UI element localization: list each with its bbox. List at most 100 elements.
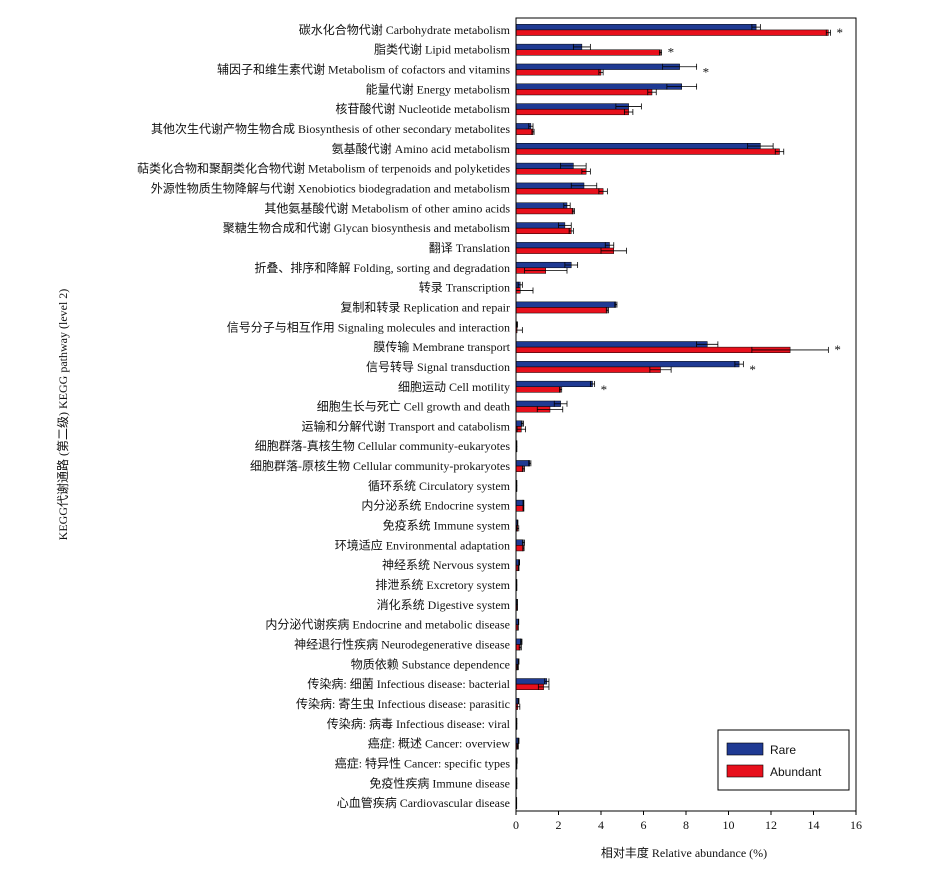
x-tick-label: 16 bbox=[850, 818, 862, 832]
category-labels-layer: 碳水化合物代谢 Carbohydrate metabolism * 脂类代谢 Lip… bbox=[137, 22, 843, 810]
bar-abundant bbox=[515, 505, 524, 512]
category-label: 癌症: 概述 Cancer: overview bbox=[368, 736, 511, 751]
bar-rare bbox=[515, 24, 757, 31]
category-label: 传染病: 寄生虫 Infectious disease: parasitic bbox=[296, 696, 510, 711]
category-label: 神经退行性疾病 Neurodegenerative disease bbox=[294, 636, 510, 651]
category-label: 脂类代谢 Lipid metabolism bbox=[374, 42, 511, 57]
bar-abundant bbox=[515, 89, 653, 96]
x-tick-label: 10 bbox=[723, 818, 735, 832]
bar-abundant bbox=[515, 386, 561, 393]
y-axis-title: KEGG代谢通路 (第二级) KEGG pathway (level 2) bbox=[55, 289, 70, 541]
category-label: 聚糖生物合成和代谢 Glycan biosynthesis and metabo… bbox=[223, 220, 511, 235]
bar-abundant bbox=[515, 69, 602, 76]
x-tick-label: 6 bbox=[641, 818, 647, 832]
category-label: 环境适应 Environmental adaptation bbox=[335, 537, 510, 552]
category-label: 复制和转录 Replication and repair bbox=[340, 299, 510, 314]
bar-abundant bbox=[515, 227, 572, 235]
bar-rare bbox=[515, 143, 761, 150]
category-label: 信号分子与相互作用 Signaling molecules and intera… bbox=[227, 320, 510, 334]
category-label: 心血管疾病 Cardiovascular disease bbox=[337, 795, 510, 810]
category-label: 循环系统 Circulatory system bbox=[368, 479, 511, 493]
legend-label-rare: Rare bbox=[770, 743, 796, 757]
plot-frame bbox=[515, 17, 857, 812]
bar-rare bbox=[515, 43, 583, 50]
category-label: 内分泌系统 Endocrine system bbox=[361, 499, 510, 513]
category-label: 辅因子和维生素代谢 Metabolism of cofactors and vi… bbox=[217, 62, 510, 77]
category-label: 传染病: 细菌 Infectious disease: bacterial bbox=[307, 676, 510, 691]
bar-rare bbox=[515, 202, 568, 209]
bar-rare bbox=[515, 242, 610, 249]
category-label: 其他次生代谢产物生物合成 Biosynthesis of other secon… bbox=[151, 121, 510, 136]
x-axis-title: 相对丰度 Relative abundance (%) bbox=[601, 845, 767, 860]
bar-rare bbox=[515, 261, 572, 269]
bar-abundant bbox=[515, 148, 780, 155]
bars-layer bbox=[515, 24, 831, 809]
category-label: 氨基酸代谢 Amino acid metabolism bbox=[332, 141, 511, 156]
bar-abundant bbox=[515, 168, 587, 175]
bar-abundant bbox=[515, 247, 614, 254]
category-label: 翻译 Translation bbox=[429, 241, 510, 255]
bar-abundant bbox=[515, 128, 534, 135]
significance-marker: * bbox=[703, 65, 710, 80]
x-axis-ticks: 0 2 4 6 8 10 12 14 16 bbox=[513, 811, 862, 832]
bar-rare bbox=[515, 678, 548, 685]
bar-abundant bbox=[515, 346, 791, 353]
category-label: 碳水化合物代谢 Carbohydrate metabolism bbox=[299, 22, 511, 37]
x-tick-label: 8 bbox=[683, 818, 689, 832]
category-label: 外源性物质生物降解与代谢 Xenobiotics biodegradation … bbox=[151, 181, 511, 196]
category-label: 萜类化合物和聚酮类化合物代谢 Metabolism of terpenoids … bbox=[137, 161, 510, 176]
category-label: 折叠、排序和降解 Folding, sorting and degradatio… bbox=[254, 260, 510, 275]
category-label: 能量代谢 Energy metabolism bbox=[366, 81, 511, 96]
significance-marker: * bbox=[834, 342, 841, 357]
legend-swatch-abundant bbox=[726, 764, 764, 778]
legend-swatch-rare bbox=[726, 742, 764, 756]
category-label: 运输和分解代谢 Transport and catabolism bbox=[301, 418, 510, 433]
category-label: 细胞生长与死亡 Cell growth and death bbox=[317, 400, 510, 414]
legend-label-abundant: Abundant bbox=[770, 765, 822, 779]
bar-rare bbox=[515, 499, 524, 506]
bar-abundant bbox=[515, 366, 661, 373]
category-label: 核苷酸代谢 Nucleotide metabolism bbox=[335, 101, 510, 116]
category-label: 细胞群落-真核生物 Cellular community-eukaryotes bbox=[255, 439, 511, 453]
category-label: 转录 Transcription bbox=[419, 280, 510, 295]
bar-rare bbox=[515, 83, 682, 90]
legend: Rare Abundant bbox=[717, 729, 850, 791]
bar-rare bbox=[515, 301, 617, 308]
x-tick-label: 4 bbox=[598, 818, 604, 832]
bar-rare bbox=[515, 380, 593, 388]
bar-rare bbox=[515, 103, 629, 110]
category-label: 传染病: 病毒 Infectious disease: viral bbox=[327, 716, 511, 731]
bar-abundant bbox=[515, 208, 574, 215]
bar-rare bbox=[515, 222, 566, 229]
category-label: 免疫系统 Immune system bbox=[383, 518, 511, 533]
category-label: 消化系统 Digestive system bbox=[377, 598, 511, 612]
bar-rare bbox=[515, 341, 708, 348]
bar-rare bbox=[515, 361, 740, 368]
category-label: 膜传输 Membrane transport bbox=[373, 339, 510, 354]
category-label: 其他氨基酸代谢 Metabolism of other amino acids bbox=[264, 200, 510, 215]
category-label: 癌症: 特异性 Cancer: specific types bbox=[335, 755, 511, 770]
bar-abundant bbox=[515, 307, 608, 314]
bar-abundant bbox=[515, 108, 629, 116]
category-label: 排泄系统 Excretory system bbox=[375, 578, 510, 592]
category-label: 信号转导 Signal transduction bbox=[366, 359, 510, 374]
bar-rare bbox=[515, 460, 531, 467]
significance-marker: * bbox=[749, 362, 756, 377]
x-tick-label: 0 bbox=[513, 818, 519, 832]
category-label: 细胞运动 Cell motility bbox=[398, 380, 510, 394]
bar-abundant bbox=[515, 188, 604, 195]
x-tick-label: 12 bbox=[765, 818, 777, 832]
legend-box bbox=[717, 729, 850, 791]
category-label: 内分泌代谢疾病 Endocrine and metabolic disease bbox=[265, 617, 510, 632]
significance-marker: * bbox=[601, 382, 608, 397]
bar-rare bbox=[515, 63, 680, 70]
x-tick-label: 14 bbox=[808, 818, 820, 832]
bar-abundant bbox=[515, 545, 524, 552]
category-label: 细胞群落-原核生物 Cellular community-prokaryotes bbox=[250, 459, 510, 473]
bar-abundant bbox=[515, 29, 829, 36]
significance-marker: * bbox=[837, 25, 844, 40]
category-label: 物质依赖 Substance dependence bbox=[351, 656, 510, 671]
significance-marker: * bbox=[668, 45, 675, 60]
